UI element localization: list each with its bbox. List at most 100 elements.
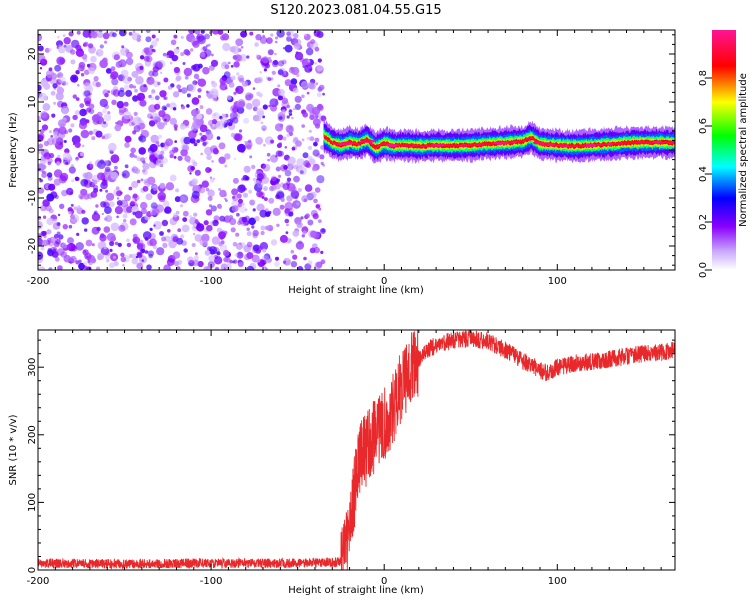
noise-blob: [307, 145, 313, 150]
colorbar-tick-label: 0.6: [698, 118, 709, 134]
noise-blob: [319, 154, 325, 160]
signal-peak: [340, 141, 354, 145]
noise-blob: [40, 111, 48, 119]
noise-blob: [56, 222, 61, 227]
noise-blob: [159, 90, 167, 98]
noise-blob: [75, 70, 80, 75]
noise-blob: [164, 118, 167, 122]
noise-blob: [57, 154, 61, 158]
noise-blob: [78, 193, 84, 199]
noise-blob: [270, 175, 277, 182]
noise-blob: [57, 45, 66, 54]
noise-blob: [74, 176, 80, 181]
noise-blob: [197, 95, 201, 99]
noise-blob: [46, 69, 55, 79]
noise-blob: [62, 34, 66, 37]
noise-blob: [183, 145, 188, 150]
noise-blob: [229, 218, 237, 226]
noise-blob: [211, 112, 221, 121]
noise-blob: [222, 219, 226, 222]
noise-blob: [101, 212, 105, 216]
noise-blob: [254, 42, 259, 47]
noise-blob: [268, 197, 275, 204]
noise-blob: [262, 34, 266, 38]
noise-blob: [253, 200, 256, 203]
noise-blob: [196, 139, 201, 144]
noise-blob: [308, 129, 312, 133]
noise-blob: [163, 106, 167, 111]
noise-blob: [138, 122, 146, 130]
noise-blob: [291, 66, 300, 76]
noise-blob: [290, 185, 297, 193]
noise-blob: [180, 35, 184, 39]
noise-blob: [231, 205, 239, 213]
noise-blob: [125, 57, 134, 66]
noise-blob: [128, 121, 134, 127]
noise-blob: [305, 213, 310, 219]
noise-blob: [271, 70, 276, 75]
noise-blob: [148, 94, 152, 99]
noise-blob: [80, 129, 90, 139]
noise-blob: [219, 189, 227, 198]
noise-blob: [211, 236, 221, 245]
noise-blob: [257, 110, 265, 118]
noise-blob: [243, 165, 251, 173]
noise-blob: [191, 178, 199, 186]
noise-blob: [171, 146, 179, 154]
noise-blob: [213, 113, 217, 117]
noise-blob: [234, 133, 243, 142]
noise-blob: [311, 166, 317, 172]
noise-blob: [53, 178, 61, 186]
noise-blob: [84, 228, 88, 232]
noise-blob: [193, 73, 200, 80]
noise-blob: [275, 256, 279, 261]
x-tick-label: 0: [381, 576, 387, 587]
noise-blob: [56, 161, 61, 166]
noise-blob: [88, 161, 92, 165]
noise-blob: [224, 64, 230, 70]
noise-blob: [201, 180, 209, 188]
noise-blob: [292, 87, 299, 94]
noise-blob: [211, 30, 220, 35]
noise-blob: [68, 224, 73, 229]
noise-blob: [71, 179, 75, 183]
noise-blob: [105, 215, 113, 222]
noise-blob: [178, 88, 182, 93]
noise-blob: [83, 179, 89, 185]
noise-blob: [112, 32, 117, 38]
noise-blob: [119, 200, 122, 204]
spectrogram-ylabel: Frequency (Hz): [8, 112, 19, 188]
noise-blob: [87, 259, 91, 263]
noise-blob: [216, 136, 221, 140]
noise-blob: [170, 154, 175, 158]
noise-blob: [272, 207, 281, 216]
noise-blob: [169, 149, 175, 156]
noise-blob: [57, 213, 61, 217]
noise-blob: [116, 100, 125, 109]
noise-blob: [224, 197, 227, 201]
noise-blob: [180, 234, 185, 239]
noise-blob: [218, 231, 226, 240]
noise-blob: [71, 135, 81, 145]
noise-blob: [306, 192, 315, 201]
noise-blob: [277, 174, 282, 178]
noise-blob: [232, 241, 238, 247]
noise-blob: [191, 159, 196, 164]
noise-blob: [118, 109, 125, 116]
noise-blob: [116, 197, 120, 200]
noise-blob: [44, 47, 50, 53]
noise-blob: [192, 259, 200, 267]
noise-blob: [291, 116, 294, 120]
noise-blob: [92, 179, 98, 185]
noise-blob: [322, 163, 325, 167]
noise-blob: [192, 232, 196, 236]
noise-blob: [173, 156, 177, 159]
noise-blob: [300, 170, 304, 175]
noise-blob: [64, 81, 69, 86]
noise-blob: [274, 40, 278, 44]
noise-blob: [139, 134, 143, 137]
noise-blob: [232, 177, 239, 184]
noise-blob: [183, 67, 193, 77]
noise-blob: [285, 124, 294, 133]
noise-blob: [187, 83, 197, 93]
